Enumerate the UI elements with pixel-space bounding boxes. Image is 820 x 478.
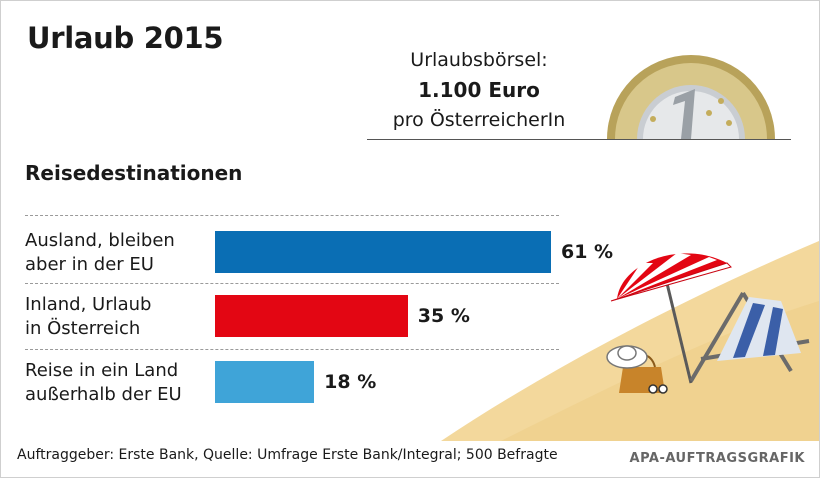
budget-rule [367, 139, 791, 140]
value-label: 61 % [561, 241, 614, 263]
category-label-line1: Inland, Urlaub [25, 294, 152, 315]
category-label: Reise in ein Land außerhalb der EU [25, 359, 215, 407]
budget-per-person: pro ÖsterreicherIn [392, 109, 566, 131]
chart-title: Reisedestinationen [25, 161, 243, 185]
deckchair-icon [689, 291, 810, 383]
budget-amount: 1.100 Euro [418, 78, 540, 102]
bar [215, 361, 315, 403]
budget-box: Urlaubsbörsel: 1.100 Euro pro Österreich… [367, 45, 591, 135]
category-label-line2: in Österreich [25, 318, 141, 339]
bar [215, 295, 408, 337]
row-divider [25, 215, 559, 216]
category-label: Ausland, bleiben aber in der EU [25, 229, 215, 277]
row-divider [25, 349, 559, 350]
source-note: Auftraggeber: Erste Bank, Quelle: Umfrag… [17, 447, 558, 463]
value-label: 18 % [324, 371, 377, 393]
category-label-line1: Reise in ein Land [25, 360, 179, 381]
euro-coin-icon [607, 55, 775, 139]
row-divider [25, 283, 559, 284]
category-label-line2: aber in der EU [25, 254, 154, 275]
bar [215, 231, 551, 273]
beach-umbrella-icon [610, 253, 732, 384]
category-label: Inland, Urlaub in Österreich [25, 293, 215, 341]
value-label: 35 % [417, 305, 470, 327]
page-title: Urlaub 2015 [27, 21, 224, 55]
category-label-line1: Ausland, bleiben [25, 230, 175, 251]
beach-bag-icon [606, 345, 668, 394]
category-label-line2: außerhalb der EU [25, 384, 182, 405]
credit-label: APA-AUFTRAGSGRAFIK [629, 451, 805, 466]
budget-label: Urlaubsbörsel: [410, 49, 548, 71]
